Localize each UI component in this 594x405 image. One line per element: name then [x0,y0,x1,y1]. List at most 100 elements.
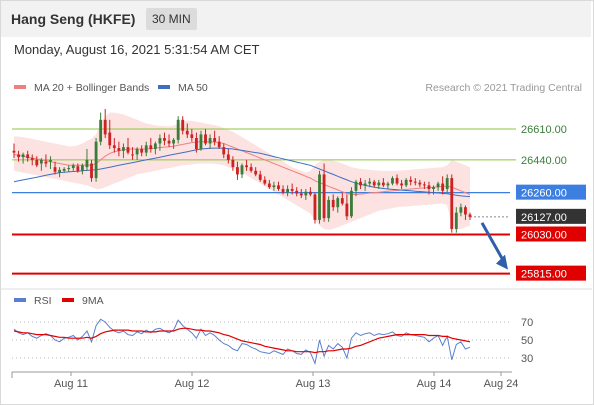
candle-body [204,134,207,144]
candle-body [217,141,221,148]
price-tag-label: 26030.00 [521,230,567,242]
candle-body [190,134,194,139]
rsi-legend: RSI 9MA [14,295,104,307]
timeframe-badge[interactable]: 30 MIN [146,8,197,30]
price-tag-label: 26260.00 [521,188,567,200]
candle-body [345,203,349,217]
forecast-arrowhead [496,254,508,270]
candle-body [99,119,103,142]
candle-body [108,132,112,146]
candle-body [53,167,57,172]
forecast-arrow [480,222,507,265]
price-tag [516,208,586,224]
candle-body [80,165,84,171]
candle-body [391,178,394,184]
candle-body [441,183,445,191]
candle-body [277,185,280,189]
candle-body [117,148,121,151]
candle-body [359,181,362,186]
candle-body [213,138,217,142]
resistance-label: 26440.00 [521,155,567,167]
legend-label: MA 50 [178,82,208,94]
candle-body [381,182,385,186]
rsi-tick-label: 50 [521,335,533,347]
legend-swatch [14,85,26,89]
candle-body [58,169,62,173]
candle-body [12,150,16,153]
candle-body [313,194,317,220]
candle-body [363,183,367,186]
candle-body [62,168,66,171]
candle-body [368,181,372,184]
candle-body [350,190,353,217]
candle-body [236,167,239,175]
candle-body [267,183,271,188]
instrument-title: Hang Seng (HKFE) [11,11,136,27]
candle-body [272,185,276,188]
candle-body [245,165,248,168]
candle-body [153,143,157,149]
timestamp: Monday, August 16, 2021 5:31:54 AM CET [14,42,260,57]
legend-label: 9MA [82,295,104,307]
candle-body [400,183,404,186]
candle-body [308,191,312,195]
candle-body [286,189,290,193]
candle-body [172,139,176,144]
candle-body [295,190,299,194]
candle-body [181,119,185,131]
candle-body [413,181,417,183]
candle-body [71,165,75,169]
candle-body [318,174,321,220]
candle-body [372,181,376,186]
price-tag-label: 26127.00 [521,212,567,224]
candle-body [176,119,180,140]
candle-body [140,148,144,153]
candles-group [12,108,472,233]
candle-body [240,165,244,175]
candle-body [103,119,107,135]
resistance-label: 26610.00 [521,124,567,136]
candle-body [377,182,381,186]
candle-body [327,199,331,219]
legend-swatch [62,298,74,302]
candle-body [450,178,454,230]
candle-body [222,147,226,155]
candle-body [185,130,189,135]
x-tick-label: Aug 24 [484,378,519,390]
legend-label: RSI [34,295,52,307]
candle-body [163,138,166,141]
candle-body [340,198,344,204]
candle-body [354,181,358,191]
candle-body [44,161,48,164]
candle-body [386,183,390,186]
candle-body [122,147,125,151]
candle-body [135,148,139,155]
candle-body [112,145,116,149]
candle-body [281,189,285,193]
candle-body [199,134,203,149]
candle-body [49,159,52,162]
candle-body [427,185,431,189]
price-tag [516,184,586,200]
candle-body [336,198,340,208]
x-tick-label: Aug 11 [54,378,88,390]
ma50-line [13,147,471,198]
rsi-tick-label: 30 [521,353,533,365]
candle-body [436,183,440,188]
candle-body [304,191,308,196]
candle-body [459,207,463,213]
price-tag [516,265,586,281]
candle-body [468,214,472,217]
candle-body [158,138,162,144]
title-bar: Hang Seng (HKFE) 30 MIN [1,1,591,37]
candle-body [90,163,93,179]
candle-body [418,182,422,185]
candle-body [254,170,258,175]
legend-label: MA 20 + Bollinger Bands [34,82,149,94]
x-tick-label: Aug 12 [175,378,210,390]
candle-body [144,145,148,153]
rsi-tick-label: 70 [521,317,533,329]
candle-body [331,199,335,208]
candle-body [30,158,34,160]
